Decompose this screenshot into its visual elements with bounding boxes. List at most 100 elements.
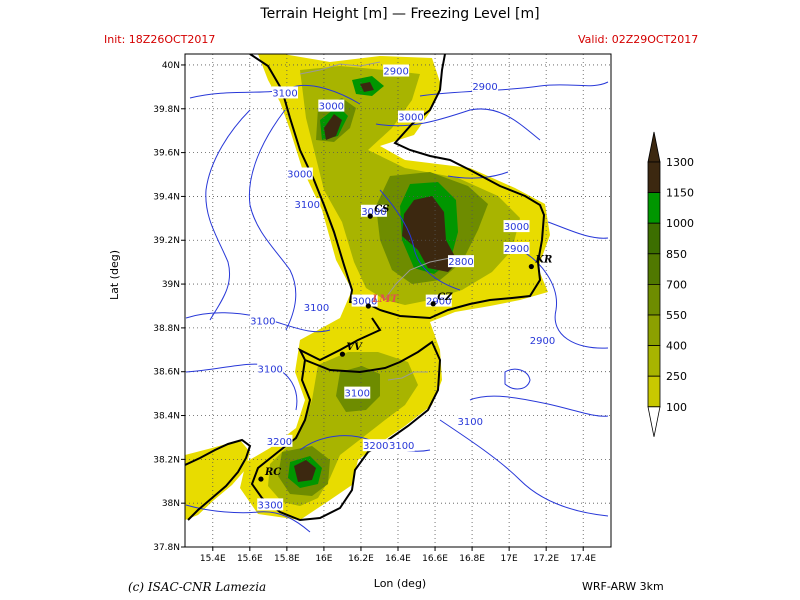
contour-label-box [286,167,313,180]
contour-label: 2900 [530,336,555,347]
contour-label: 3200 [267,437,292,448]
contour-label: 2900 [472,82,497,93]
colorbar-segment [647,222,661,255]
city-marker [528,263,534,270]
coastline-calabria [249,54,546,320]
contour-label: 3000 [319,102,344,113]
contour-line [469,395,609,417]
x-tick-label: 15.8E [274,554,300,564]
city-markers: CS KR CZ LMT VV RC [258,204,552,482]
contour-line [439,419,609,517]
y-tick-label: 39.2N [153,236,180,246]
contour-line [185,504,311,533]
city-marker [258,476,264,482]
city-marker [339,351,346,357]
y-tick-label: 39.6N [153,149,180,159]
city-label: VV [346,342,363,353]
contour-label: 3100 [250,316,275,327]
x-tick-label: 16.6E [422,554,448,564]
colorbar-segment [647,314,661,347]
colorbar: 100 250 400 550 700 850 1000 1150 1300 [647,131,694,437]
contour-label-box [529,334,556,347]
y-tick-label: 38.8N [153,324,180,334]
contour-label-box [472,79,499,92]
x-axis-label: Lon (deg) [373,577,427,590]
contour-line [379,189,461,291]
x-tick-label: 15.4E [200,554,226,564]
terrain-peak-orsomarso [324,114,342,140]
contour-label-box [344,386,371,399]
colorbar-segment [647,375,661,408]
colorbar-label: 1150 [666,187,694,200]
contour-label: 3100 [345,389,370,400]
y-tick-label: 38.2N [153,455,180,465]
x-tick-label: 16.4E [385,554,411,564]
y-tick-label: 37.8N [153,543,180,553]
contour-label-box [318,99,345,112]
contour-line [447,171,509,179]
colorbar-over-triangle [647,131,661,163]
y-axis-label: Lat (deg) [108,250,121,300]
x-tick-label: 17E [501,554,518,564]
colorbar-segment [647,192,661,224]
contour-label-box [294,198,321,211]
colorbar-label: 550 [666,309,687,322]
contour-label-box [383,64,410,77]
border-line [299,61,381,75]
model-label: WRF-ARW 3km [582,580,664,593]
x-tick-label: 16.8E [459,554,485,564]
x-tick-label: 15.6E [237,554,263,564]
contour-label: 3100 [458,417,483,428]
axis-ticks: 15.4E 15.6E 15.8E 16E 16.2E 16.4E 16.6E 16.8E 17… [153,61,596,564]
coastline-sicily [185,438,252,521]
contour-label: 3000 [361,207,386,218]
colorbar-label: 700 [666,278,687,291]
colorbar-segment [647,161,661,194]
colorbar-label: 1000 [666,217,694,230]
y-tick-label: 39.8N [153,105,180,115]
contour-line [504,368,531,390]
contour-label: 2900 [383,67,408,78]
contour-label-box [266,434,293,447]
terrain-peak-pollino [360,82,374,92]
city-label: RC [264,467,281,478]
x-tick-label: 17.2E [533,554,559,564]
contour-label: 3100 [304,303,329,314]
city-label: CZ [437,292,453,303]
x-tick-label: 17.4E [570,554,596,564]
valid-time: Valid: 02Z29OCT2017 [578,33,699,46]
contour-label-box [303,301,330,314]
contour-label-box [362,439,389,452]
contour-line [375,108,541,141]
colorbar-segment [647,283,661,316]
contour-labels: 2900 2900 3100 3000 3000 3000 3100 3000 3000 2900… [249,64,556,511]
contour-label-box [447,255,474,268]
contour-label-box [257,498,284,511]
init-time: Init: 18Z26OCT2017 [104,33,216,46]
city-marker [367,213,373,219]
contour-label-box [351,294,378,307]
y-tick-label: 40N [162,61,180,71]
colorbar-segment [647,253,661,285]
contour-label-box [503,220,530,233]
city-marker [365,303,371,309]
contour-label-box [503,242,530,255]
contour-line [547,221,609,239]
contour-label: 2800 [448,257,473,268]
contour-label: 3000 [504,222,529,233]
x-tick-label: 16.2E [348,554,374,564]
colorbar-label: 250 [666,370,687,383]
contour-label: 3000 [352,297,377,308]
contour-label: 3100 [389,441,414,452]
coastline [185,54,546,522]
contour-label: 3300 [257,500,282,511]
y-tick-label: 38.6N [153,368,180,378]
terrain-peak-sila [402,196,458,272]
contour-label-box [257,362,284,375]
terrain-peak-aspromonte [294,460,316,482]
y-tick-label: 39.4N [153,192,180,202]
colorbar-segment [647,345,661,377]
city-marker [430,301,436,307]
contour-label: 2900 [426,297,451,308]
terrain-lowland-sicily [185,440,250,520]
